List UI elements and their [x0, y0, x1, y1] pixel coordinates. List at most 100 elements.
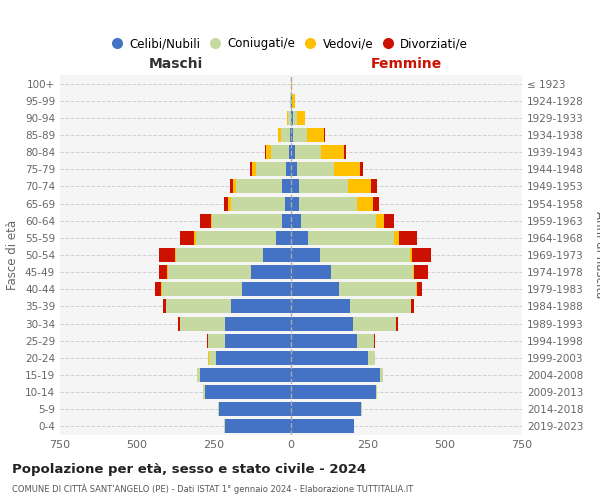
Bar: [416, 282, 422, 296]
Bar: [324, 128, 325, 142]
Bar: [291, 300, 350, 314]
Bar: [209, 351, 215, 365]
Bar: [290, 128, 291, 142]
Bar: [297, 111, 305, 125]
Y-axis label: Anni di nascita: Anni di nascita: [593, 212, 600, 298]
Bar: [414, 265, 428, 279]
Bar: [291, 368, 380, 382]
Bar: [175, 248, 263, 262]
Bar: [410, 248, 412, 262]
Bar: [297, 162, 334, 176]
Bar: [339, 282, 416, 296]
Text: Maschi: Maschi: [148, 58, 203, 71]
Bar: [256, 162, 286, 176]
Bar: [373, 196, 379, 210]
Bar: [376, 214, 384, 228]
Bar: [308, 231, 394, 245]
Bar: [320, 248, 410, 262]
Bar: [205, 385, 291, 399]
Bar: [230, 180, 233, 194]
Bar: [225, 334, 291, 347]
Bar: [399, 231, 417, 245]
Text: Popolazione per età, sesso e stato civile - 2024: Popolazione per età, sesso e stato civil…: [12, 462, 366, 475]
Bar: [159, 248, 175, 262]
Bar: [307, 128, 324, 142]
Bar: [242, 282, 291, 296]
Bar: [291, 351, 368, 365]
Bar: [291, 162, 297, 176]
Bar: [357, 334, 374, 347]
Bar: [292, 94, 295, 108]
Bar: [178, 316, 180, 330]
Bar: [161, 282, 242, 296]
Bar: [196, 231, 275, 245]
Bar: [353, 316, 396, 330]
Bar: [180, 231, 194, 245]
Text: COMUNE DI CITTÀ SANT'ANGELO (PE) - Dati ISTAT 1° gennaio 2024 - Elaborazione TUT: COMUNE DI CITTÀ SANT'ANGELO (PE) - Dati …: [12, 484, 413, 494]
Bar: [291, 196, 299, 210]
Bar: [215, 351, 291, 365]
Bar: [291, 385, 376, 399]
Bar: [357, 196, 373, 210]
Bar: [291, 111, 293, 125]
Bar: [301, 214, 376, 228]
Bar: [211, 214, 212, 228]
Bar: [167, 265, 168, 279]
Bar: [225, 420, 291, 434]
Bar: [291, 214, 301, 228]
Bar: [231, 300, 291, 314]
Bar: [361, 402, 362, 416]
Bar: [278, 128, 281, 142]
Bar: [160, 265, 167, 279]
Bar: [275, 231, 291, 245]
Bar: [282, 214, 291, 228]
Bar: [410, 300, 411, 314]
Bar: [236, 180, 282, 194]
Bar: [286, 162, 291, 176]
Bar: [344, 145, 346, 159]
Bar: [266, 145, 271, 159]
Bar: [207, 334, 208, 347]
Bar: [208, 334, 225, 347]
Bar: [331, 265, 413, 279]
Bar: [394, 231, 399, 245]
Text: Femmine: Femmine: [371, 58, 442, 71]
Bar: [411, 300, 414, 314]
Bar: [251, 265, 291, 279]
Bar: [225, 316, 291, 330]
Bar: [291, 420, 354, 434]
Bar: [203, 385, 205, 399]
Bar: [163, 300, 166, 314]
Bar: [293, 128, 307, 142]
Bar: [291, 265, 331, 279]
Bar: [299, 180, 348, 194]
Bar: [412, 248, 431, 262]
Bar: [321, 145, 344, 159]
Bar: [376, 385, 377, 399]
Bar: [224, 196, 229, 210]
Bar: [289, 145, 291, 159]
Bar: [299, 196, 357, 210]
Bar: [271, 145, 289, 159]
Bar: [291, 248, 320, 262]
Bar: [285, 196, 291, 210]
Bar: [413, 265, 414, 279]
Bar: [291, 145, 295, 159]
Bar: [371, 180, 377, 194]
Bar: [180, 316, 225, 330]
Bar: [282, 180, 291, 194]
Bar: [350, 300, 410, 314]
Bar: [231, 196, 285, 210]
Bar: [166, 300, 231, 314]
Bar: [396, 316, 398, 330]
Bar: [155, 282, 161, 296]
Bar: [287, 111, 288, 125]
Y-axis label: Fasce di età: Fasce di età: [7, 220, 19, 290]
Bar: [380, 368, 383, 382]
Bar: [288, 111, 290, 125]
Bar: [233, 180, 236, 194]
Bar: [291, 316, 353, 330]
Bar: [291, 231, 308, 245]
Bar: [334, 162, 360, 176]
Bar: [295, 145, 321, 159]
